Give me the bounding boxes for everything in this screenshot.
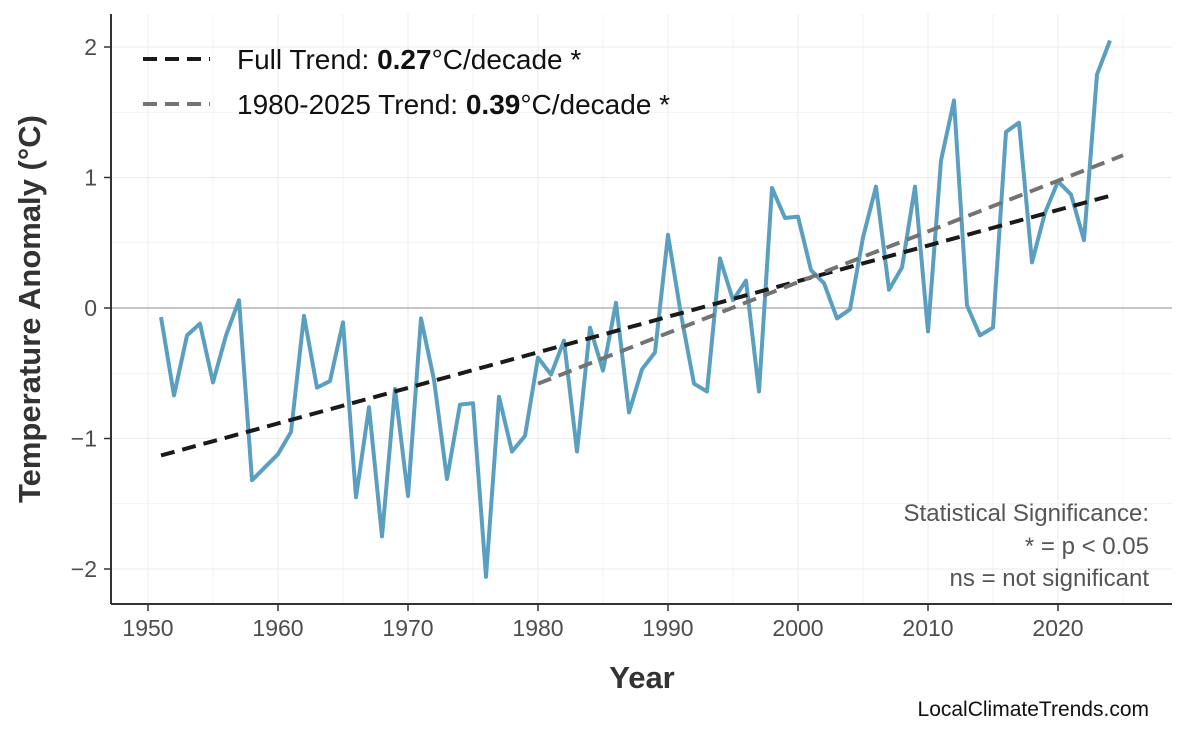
significance-note: Statistical Significance: * = p < 0.05 n… [904,500,1150,592]
x-tick-label: 2020 [1032,615,1083,641]
x-axis-title: Year [609,660,675,695]
x-tick-label: 1980 [512,615,563,641]
x-tick-label: 2000 [772,615,823,641]
note-line-1: Statistical Significance: [904,500,1149,527]
x-tick-label: 1970 [382,615,433,641]
y-tick-label: 0 [84,295,97,321]
x-tick-label: 1950 [122,615,173,641]
x-tick-label: 2010 [902,615,953,641]
note-line-2: * = p < 0.05 [1025,533,1149,560]
y-tick-label: −1 [71,426,97,452]
y-tick-label: 2 [84,34,97,60]
legend-label-recent-trend: 1980-2025 Trend: 0.39°C/decade * [237,89,670,120]
y-tick-label: 1 [84,165,97,191]
x-tick-label: 1990 [642,615,693,641]
y-tick-label: −2 [71,556,97,582]
x-tick-label: 1960 [252,615,303,641]
y-axis-title: Temperature Anomaly (°C) [12,115,47,503]
legend-label-full-trend: Full Trend: 0.27°C/decade * [237,44,581,75]
tick-group: 1950 1960 1970 1980 1990 2000 2010 2020 −2 −1 0 1 2 [71,34,1084,641]
series-group [159,39,1124,579]
full-trend-line [160,193,1111,458]
site-credit: LocalClimateTrends.com [918,698,1149,721]
legend: Full Trend: 0.27°C/decade * 1980-2025 Tr… [143,44,670,120]
note-line-3: ns = not significant [950,565,1150,592]
anomaly-line [159,39,1112,579]
recent-trend-line [537,153,1124,386]
